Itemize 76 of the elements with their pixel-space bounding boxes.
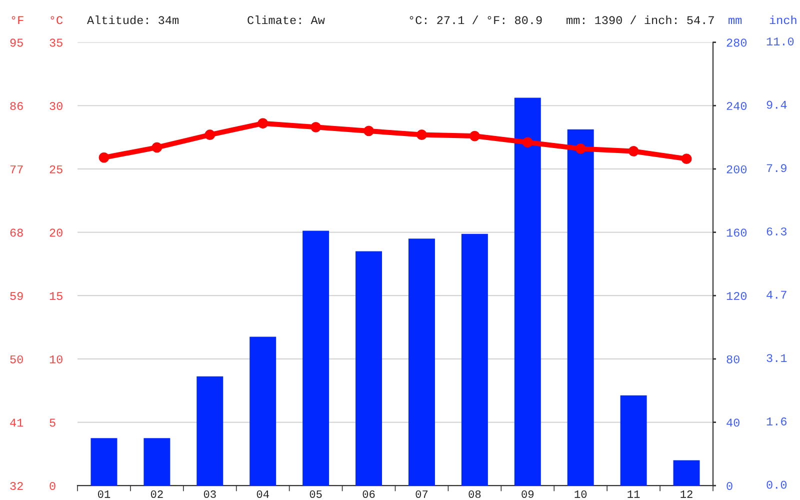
bar: [408, 238, 435, 486]
x-tick-label: 08: [468, 490, 481, 498]
x-tick-label: 09: [522, 490, 534, 498]
y2-tick-label: 160: [726, 228, 747, 237]
y3-tick-label: 95: [10, 38, 23, 47]
y2-tick-label: 240: [726, 102, 747, 110]
point: [469, 130, 480, 142]
text: 1.6: [766, 417, 786, 426]
bar: [144, 438, 170, 486]
y-tick-label: 0: [50, 482, 56, 490]
y3-tick-label: 41: [10, 418, 24, 427]
point: [575, 143, 586, 154]
y3-tick-label: 50: [10, 355, 23, 364]
point: [204, 130, 216, 140]
bar: [302, 230, 330, 486]
x-tick-label: 02: [150, 490, 163, 498]
bar: [250, 336, 276, 486]
y2-tick-label: 80: [726, 355, 740, 364]
text: 11.0: [766, 37, 794, 46]
point: [98, 152, 110, 163]
x-tick-label: 10: [574, 490, 587, 498]
y2-tick-label: 280: [726, 38, 747, 47]
point: [258, 118, 268, 129]
text: Climate: Aw: [248, 16, 325, 24]
text: mm: 1390 / inch: 54.7: [566, 16, 714, 24]
bar: [567, 129, 594, 486]
bar: [461, 234, 488, 486]
y3-axis-title: °F: [12, 16, 24, 24]
text: 9.4: [766, 100, 787, 109]
y2-tick-label: 200: [726, 165, 747, 174]
y3-tick-label: 86: [10, 102, 23, 110]
text: 4.7: [766, 290, 786, 299]
y2-axis-title: mm: [728, 18, 742, 24]
bar: [673, 460, 700, 486]
x-tick-label: 07: [416, 490, 428, 498]
point: [522, 137, 533, 148]
text: 0.0: [766, 480, 787, 489]
y-tick-label: 10: [50, 355, 62, 364]
bar: [196, 376, 224, 486]
text: 3.1: [766, 354, 787, 362]
y3-tick-label: 68: [10, 228, 23, 237]
text: inch: [770, 16, 796, 24]
y3-tick-label: 77: [10, 165, 23, 174]
y-tick-label: 25: [50, 165, 62, 174]
text: °C: 27.1 / °F: 80.9: [410, 16, 542, 24]
point: [628, 146, 639, 156]
x-tick-label: 05: [310, 490, 322, 498]
y-tick-label: 5: [50, 418, 56, 427]
y2-tick-label: 0: [726, 482, 732, 490]
y2-tick-label: 120: [726, 292, 747, 300]
text: Altitude: 34m: [87, 16, 178, 24]
bar: [356, 251, 382, 486]
text: 6.3: [766, 227, 787, 236]
y2-tick-label: 40: [726, 418, 740, 427]
x-tick-label: 01: [98, 490, 110, 498]
y-axis-title: °C: [50, 16, 63, 24]
y3-tick-label: 59: [10, 292, 23, 300]
bar: [514, 98, 541, 486]
x-tick-label: 06: [362, 490, 375, 498]
x-tick-label: 04: [256, 490, 269, 498]
bar: [620, 395, 647, 486]
point: [364, 126, 374, 136]
x-tick-label: 12: [680, 490, 692, 498]
y-tick-label: 35: [50, 38, 62, 47]
point: [152, 142, 162, 153]
text: 7.9: [766, 164, 786, 172]
point: [681, 154, 692, 164]
point: [416, 130, 427, 140]
y-tick-label: 20: [50, 228, 62, 237]
point: [310, 122, 322, 132]
x-tick-label: 03: [204, 490, 216, 498]
y-tick-label: 30: [50, 102, 62, 110]
y-tick-label: 15: [50, 292, 62, 300]
x-tick-label: 11: [628, 490, 640, 498]
y3-tick-label: 32: [10, 482, 23, 490]
bar: [90, 438, 118, 486]
